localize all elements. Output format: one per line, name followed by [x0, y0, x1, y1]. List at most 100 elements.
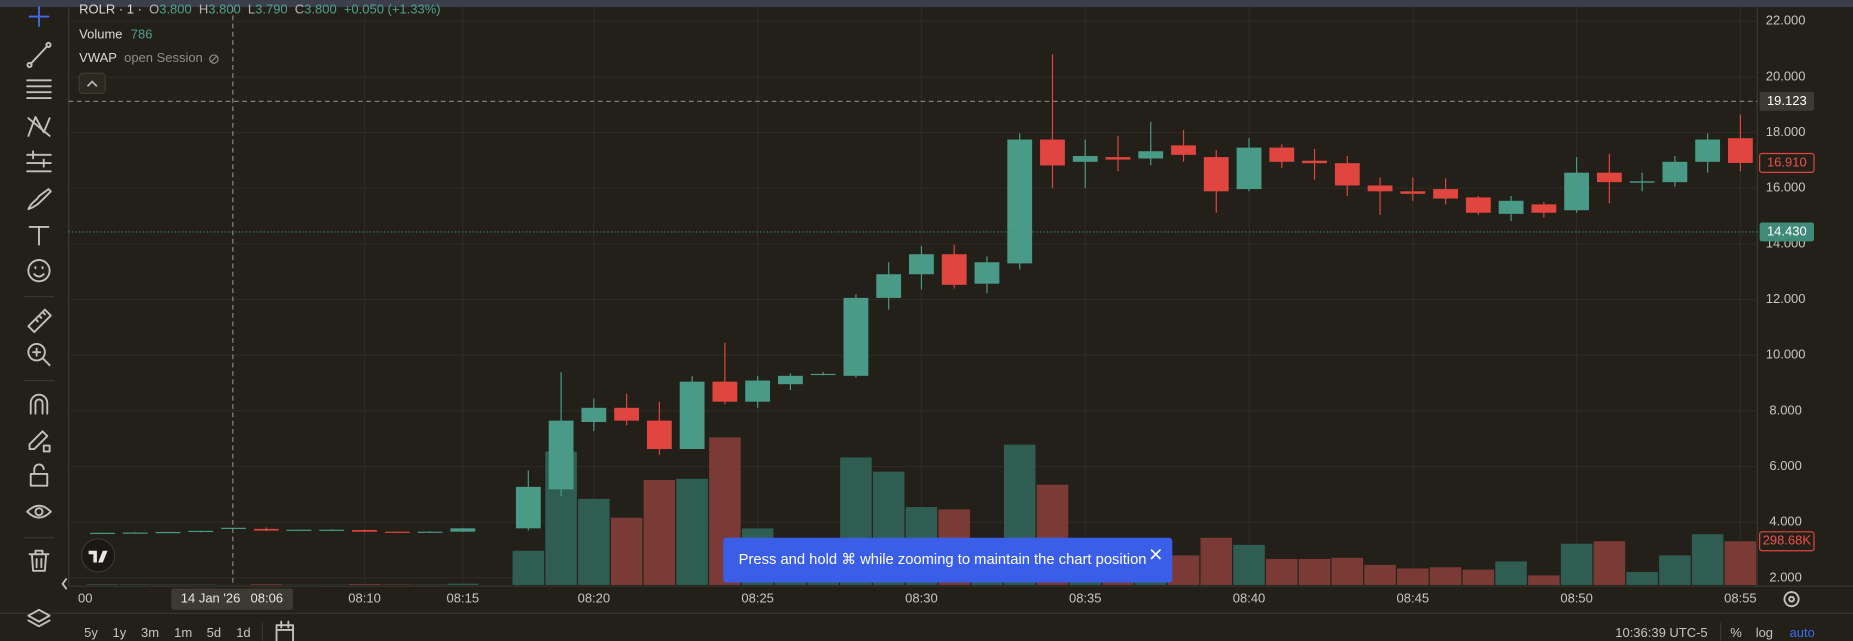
candle-body — [614, 407, 640, 421]
indicator-volume: Volume 786 — [79, 27, 152, 42]
y-tick-label: 2.000 — [1769, 569, 1802, 584]
volume-bar — [1659, 555, 1691, 585]
x-tick-label: 08:15 — [447, 591, 480, 606]
y-tick-label: 22.000 — [1766, 13, 1806, 28]
tool-lock-drawings[interactable] — [28, 430, 51, 453]
candle-body — [1531, 204, 1557, 213]
y-tick-label: 20.000 — [1766, 68, 1806, 83]
goto-date[interactable] — [275, 620, 295, 641]
range-button[interactable]: 5d — [207, 625, 221, 640]
candle-body — [909, 254, 934, 275]
legend-collapse[interactable] — [78, 72, 106, 94]
candle-body — [1629, 181, 1655, 183]
volume-bar — [1233, 544, 1265, 585]
legend-value: 3.800 — [208, 2, 241, 17]
tool-lock[interactable] — [29, 463, 49, 487]
settings[interactable] — [1783, 591, 1800, 608]
clock[interactable]: 10:36:39 UTC-5 — [1615, 625, 1707, 640]
range-button[interactable]: 1d — [236, 625, 250, 640]
tool-text[interactable] — [28, 225, 50, 246]
volume-bar — [1691, 534, 1724, 585]
toast-close[interactable] — [1150, 548, 1162, 560]
volume-bar — [1495, 561, 1527, 585]
x-tick-label: 00 — [78, 591, 92, 606]
tool-patterns[interactable] — [27, 116, 51, 137]
y-tick-label: 16.000 — [1766, 180, 1806, 195]
tool-crosshair[interactable] — [28, 6, 50, 27]
volume-bar — [1265, 558, 1298, 585]
legend-symbol: ROLR · 1 · — [79, 2, 142, 17]
tool-hide[interactable] — [26, 504, 52, 519]
x-tick-label: 08:45 — [1397, 591, 1430, 606]
indicator-vwap: VWAP open Session — [79, 51, 203, 66]
scale-button[interactable]: auto — [1790, 625, 1815, 640]
range-button[interactable]: 5y — [84, 625, 98, 640]
scale-button[interactable]: % — [1730, 625, 1742, 640]
candle-body — [1040, 139, 1065, 166]
indicator-hidden-icon-slash — [210, 55, 218, 63]
volume-bar — [1200, 537, 1233, 585]
scale-button[interactable]: log — [1756, 625, 1773, 640]
candle-body — [1727, 138, 1753, 163]
crosshair-price-label-box — [1759, 91, 1815, 111]
tool-emoji[interactable] — [27, 259, 51, 283]
tool-forecast[interactable] — [26, 150, 52, 173]
logo-mark — [88, 550, 108, 563]
candle-body — [1236, 147, 1262, 190]
candle-body — [1662, 161, 1688, 183]
last-volume-label: 298.68K — [1763, 533, 1812, 548]
range-button[interactable]: 1m — [174, 625, 192, 640]
x-tick-label: 08:10 — [348, 591, 381, 606]
candle-body — [319, 529, 345, 531]
tool-fib[interactable] — [26, 79, 52, 100]
candle-body — [286, 529, 312, 531]
x-tick-label: 08:35 — [1069, 591, 1102, 606]
indicator-value: 786 — [131, 27, 153, 42]
volume-bar — [1593, 541, 1626, 585]
candle-body — [155, 531, 181, 534]
volume-bar — [1626, 571, 1658, 585]
candle-body — [1433, 189, 1458, 199]
toast — [723, 537, 1173, 583]
candle-body — [1465, 197, 1491, 213]
candle-body — [1596, 172, 1622, 183]
y-tick-label: 6.000 — [1769, 458, 1802, 473]
candle-body — [188, 530, 214, 533]
tool-layers[interactable] — [27, 608, 51, 628]
candle-body — [876, 274, 902, 298]
tool-delete[interactable] — [28, 549, 50, 572]
candle-body — [1171, 145, 1196, 155]
candle-body — [1564, 172, 1590, 211]
candle-body — [745, 380, 771, 402]
volume-bar — [1462, 569, 1495, 585]
legend-value: 3.800 — [159, 2, 191, 17]
crosshair-time-box — [171, 588, 294, 610]
bottom-bar: 10:36:39 UTC-5 5y 1y 3m 1m 5d 1d% log auto — [84, 620, 1815, 641]
x-tick-label: 08:55 — [1724, 591, 1757, 606]
legend-key: C — [295, 2, 304, 17]
range-button[interactable]: 1y — [112, 625, 126, 640]
candle-body — [581, 407, 607, 423]
volume-bar — [1528, 575, 1560, 585]
y-tick-label: 8.000 — [1769, 402, 1802, 417]
range-button[interactable]: 3m — [141, 625, 159, 640]
y-tick-label: 4.000 — [1769, 514, 1802, 529]
candle-body — [778, 375, 803, 385]
logo[interactable] — [80, 538, 116, 573]
x-tick-label: 08:50 — [1560, 591, 1593, 606]
toolbar-collapse[interactable] — [61, 578, 68, 590]
candle-body — [1072, 155, 1098, 162]
crosshair-price-label: 19.123 — [1767, 93, 1807, 108]
candle-body — [515, 486, 541, 529]
volume-bar — [1560, 543, 1593, 585]
tool-trendline[interactable] — [29, 45, 49, 65]
tool-brush[interactable] — [27, 188, 52, 211]
tool-magnet[interactable] — [29, 393, 49, 415]
indicator-hidden-icon[interactable] — [209, 54, 219, 64]
tool-ruler[interactable] — [27, 308, 52, 334]
candle-body — [1269, 147, 1295, 162]
volume-bar — [512, 550, 545, 585]
legend-change: +0.050 (+1.33%) — [344, 2, 441, 17]
tool-zoom[interactable] — [27, 342, 46, 362]
volume-bar — [1724, 541, 1757, 585]
